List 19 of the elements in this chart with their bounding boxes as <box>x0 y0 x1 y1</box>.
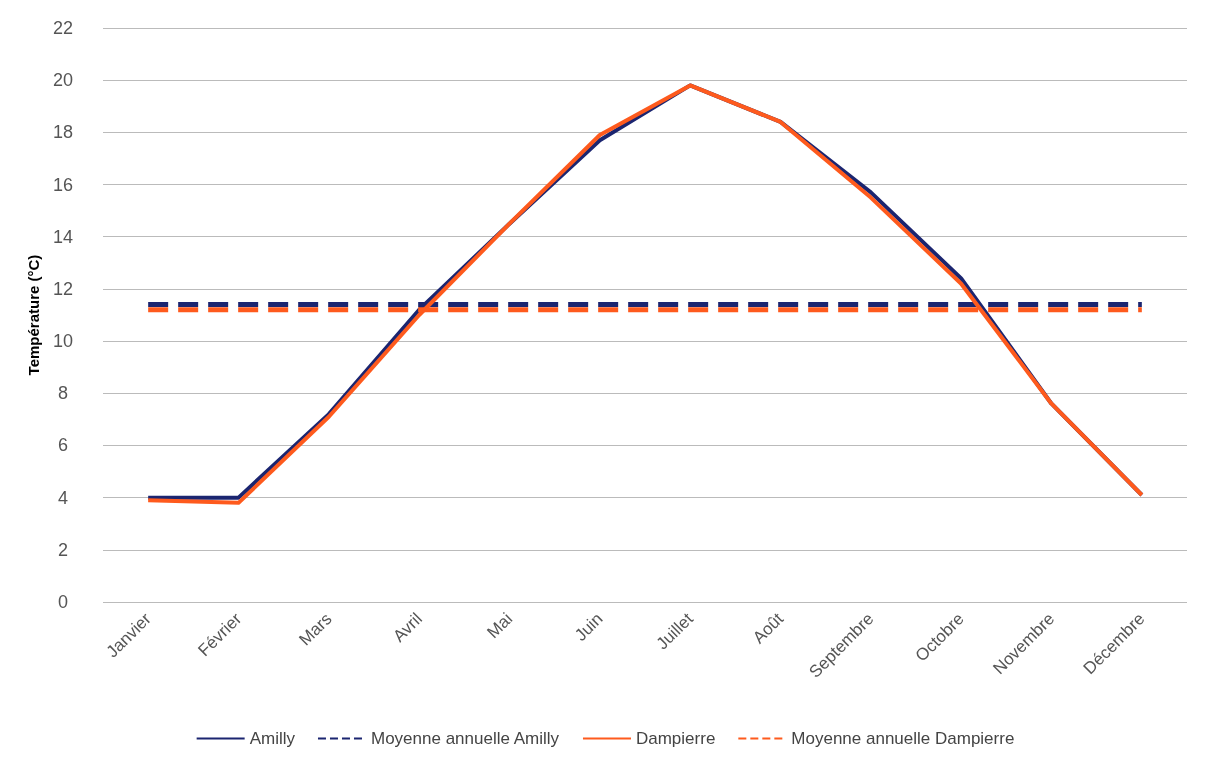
y-tick-label: 18 <box>52 122 74 143</box>
y-tick-label: 16 <box>52 174 74 195</box>
y-tick-label: 2 <box>57 539 69 560</box>
y-tick-label: 22 <box>52 18 74 38</box>
legend-label: Moyenne annuelle Amilly <box>370 729 560 748</box>
y-tick-label: 12 <box>52 278 74 299</box>
y-axis-title: Température (°C) <box>25 254 42 376</box>
y-tick-label: 10 <box>52 331 74 352</box>
x-tick-label: Mai <box>483 609 517 643</box>
y-tick-label: 8 <box>57 383 69 404</box>
x-tick-label: Juin <box>571 609 607 645</box>
legend-label: Amilly <box>249 729 296 748</box>
legend-label: Moyenne annuelle Dampierre <box>791 729 1015 748</box>
y-tick-label: 6 <box>57 435 69 456</box>
y-tick-label: 0 <box>57 592 69 612</box>
y-tick-label: 20 <box>52 70 74 91</box>
y-tick-label: 14 <box>52 226 74 247</box>
y-tick-label: 4 <box>57 487 69 508</box>
legend-label: Dampierre <box>635 729 716 748</box>
